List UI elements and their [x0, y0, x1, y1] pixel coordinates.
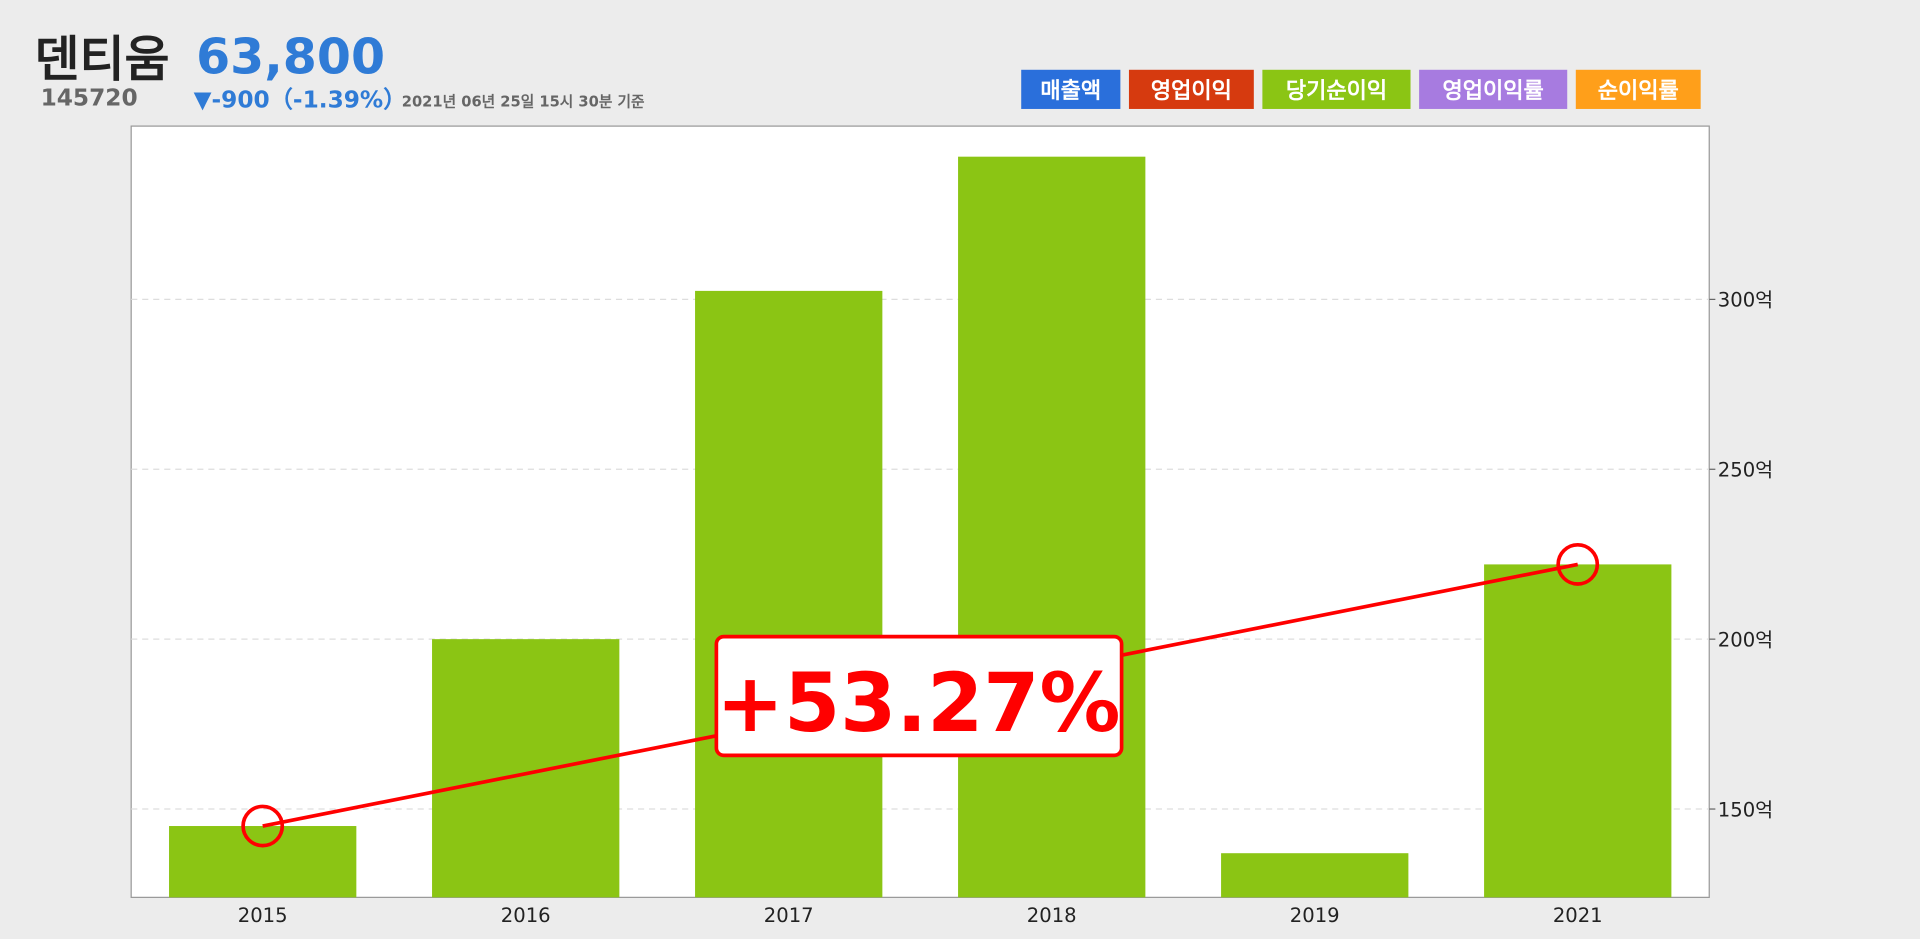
bar: [695, 290, 883, 898]
growth-point: [241, 804, 285, 848]
legend-button[interactable]: [1419, 69, 1568, 109]
legend-label[interactable]: 매출액: [1040, 79, 1101, 104]
timestamp: 2021년 06년 25일 15시 30분 기준: [402, 94, 645, 111]
plot-area: [130, 125, 1710, 898]
x-tick-label: 2019: [1290, 904, 1340, 927]
legend-label[interactable]: 영업이익: [1151, 79, 1232, 104]
y-tick-label: 250억: [1718, 459, 1773, 482]
legend-button[interactable]: [1128, 69, 1254, 109]
annotation-box: [714, 634, 1124, 758]
x-tick-label: 2016: [501, 904, 551, 927]
stock-price: 63,800: [196, 28, 385, 85]
legend-button[interactable]: [1262, 69, 1411, 109]
bar: [169, 826, 357, 898]
y-tick-label: 150억: [1718, 798, 1773, 821]
x-tick-label: 2017: [764, 904, 814, 927]
x-tick-label: 2015: [238, 904, 288, 927]
x-tick-label: 2021: [1553, 904, 1603, 927]
legend-label[interactable]: 당기순이익: [1286, 79, 1387, 104]
legend-button[interactable]: [1575, 69, 1701, 109]
legend-label[interactable]: 순이익률: [1598, 79, 1679, 104]
stock-name: 덴티움: [34, 31, 169, 88]
y-tick-label: 300억: [1718, 289, 1773, 312]
growth-point: [1556, 542, 1600, 586]
bar: [432, 639, 620, 898]
legend-button[interactable]: [1021, 69, 1121, 109]
annotation-text: +53.27%: [716, 657, 1120, 751]
bar: [1221, 853, 1409, 898]
x-tick-label: 2018: [1027, 904, 1077, 927]
legend-label[interactable]: 영업이익률: [1443, 79, 1544, 104]
bar: [1484, 564, 1672, 898]
y-tick-label: 200억: [1718, 628, 1773, 651]
stock-code: 145720: [41, 84, 138, 111]
price-change: ▼-900（-1.39%）: [194, 87, 407, 114]
bar: [958, 156, 1146, 898]
